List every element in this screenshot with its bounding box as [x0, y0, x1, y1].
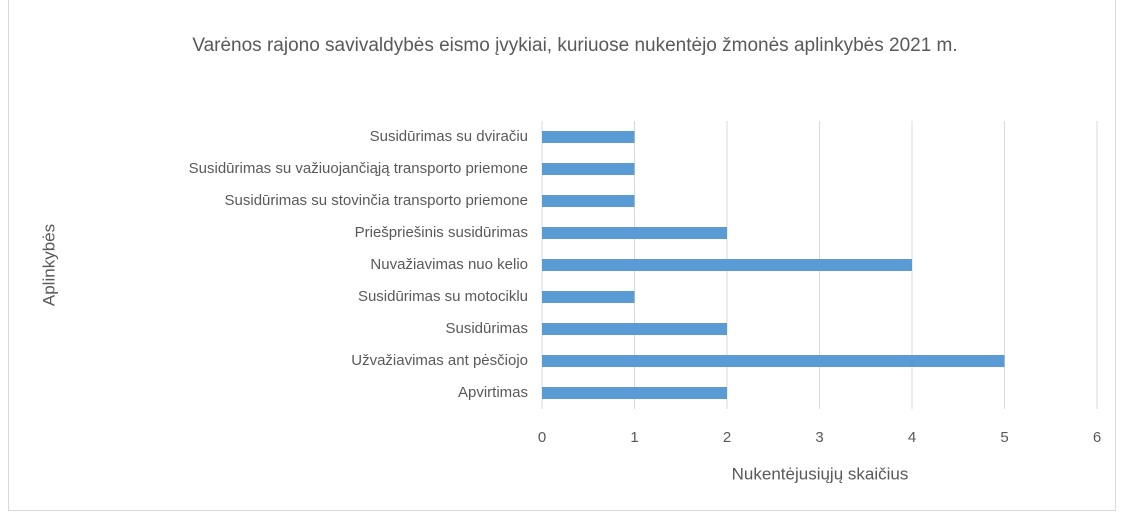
bar	[542, 355, 1005, 367]
y-tick-label: Susidūrimas su dviračiu	[370, 128, 528, 145]
bar	[542, 195, 635, 207]
x-tick-label: 2	[723, 429, 731, 446]
y-tick-label: Nuvažiavimas nuo kelio	[370, 256, 528, 273]
bar	[542, 259, 912, 271]
bar	[542, 323, 727, 335]
y-tick-label: Susidūrimas su motociklu	[358, 288, 528, 305]
y-tick-label: Užvažiavimas ant pėsčiojo	[351, 352, 528, 369]
y-tick-label: Priešpriešinis susidūrimas	[355, 224, 528, 241]
chart-frame	[8, 0, 1116, 511]
x-tick-label: 5	[1000, 429, 1008, 446]
y-tick-label: Apvirtimas	[458, 384, 528, 401]
y-axis-label: Aplinkybės	[39, 224, 58, 306]
x-axis-label: Nukentėjusiųjų skaičius	[732, 464, 909, 483]
x-tick-label: 6	[1093, 429, 1101, 446]
bar	[542, 291, 635, 303]
x-tick-label: 1	[630, 429, 638, 446]
x-tick-label: 0	[538, 429, 546, 446]
y-tick-label: Susidūrimas	[445, 320, 528, 337]
bar	[542, 227, 727, 239]
y-tick-label: Susidūrimas su važiuojančiąją transporto…	[189, 160, 528, 177]
y-tick-label: Susidūrimas su stovinčia transporto prie…	[225, 192, 528, 209]
x-tick-label: 4	[908, 429, 916, 446]
bar	[542, 131, 635, 143]
x-tick-label: 3	[815, 429, 823, 446]
chart-title: Varėnos rajono savivaldybės eismo įvykia…	[192, 35, 958, 56]
bar	[542, 387, 727, 399]
bar	[542, 163, 635, 175]
